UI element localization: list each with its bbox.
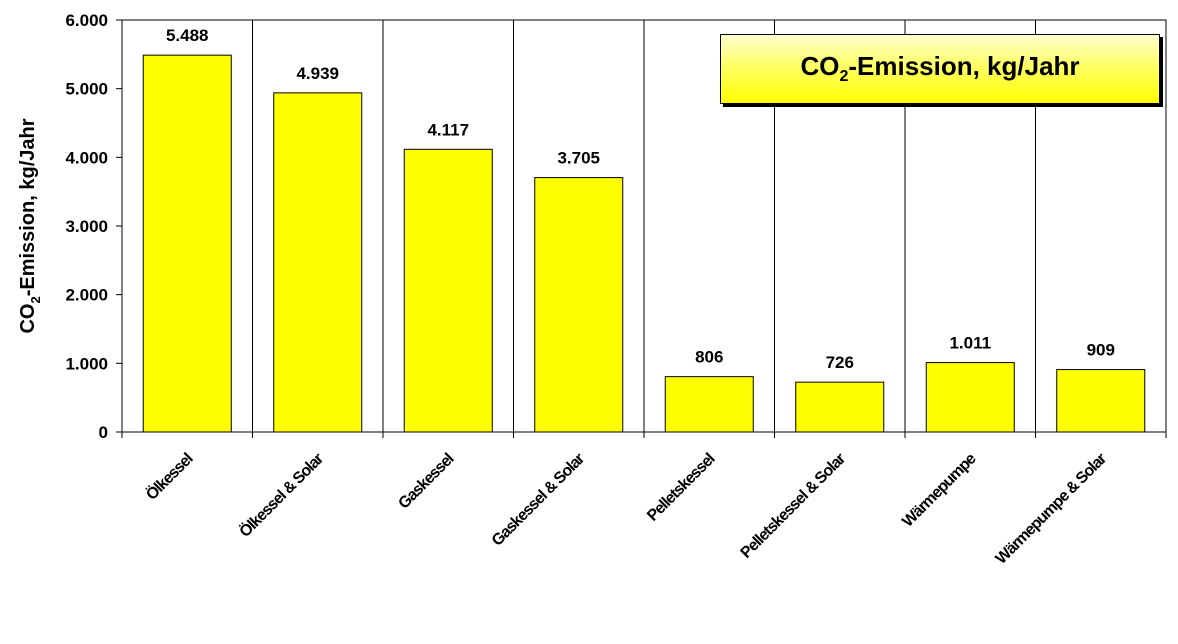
chart-title-box: CO2-Emission, kg/Jahr (720, 34, 1160, 104)
x-tick-label: Gaskessel & Solar (489, 450, 588, 549)
value-label: 726 (826, 353, 854, 372)
value-label: 909 (1087, 341, 1115, 360)
bar (795, 381, 885, 433)
value-label: 3.705 (557, 149, 600, 168)
bar (1056, 369, 1146, 433)
y-tick-label: 0 (99, 423, 108, 442)
y-tick-label: 5.000 (65, 80, 108, 99)
value-label: 1.011 (949, 334, 991, 353)
bar (403, 148, 493, 433)
x-tick-label: Wärmepumpe (899, 450, 980, 531)
value-label: 806 (695, 348, 723, 367)
value-label: 4.939 (296, 64, 339, 83)
y-tick-label: 2.000 (65, 286, 108, 305)
y-tick-label: 6.000 (65, 11, 108, 30)
bar (664, 376, 754, 433)
x-tick-label: Gaskessel (395, 450, 457, 512)
bars (142, 54, 1146, 433)
value-label: 5.488 (166, 26, 209, 45)
chart-title: CO2-Emission, kg/Jahr (800, 51, 1080, 86)
x-tick-label: Pelletskessel & Solar (738, 450, 850, 562)
y-tick-label: 1.000 (65, 354, 108, 373)
bar (925, 362, 1015, 433)
x-tick-label: Ölkessel (142, 449, 197, 504)
y-tick-label: 3.000 (65, 217, 108, 236)
y-tick-label: 4.000 (65, 148, 108, 167)
y-axis: 0 1.000 2.000 3.000 4.000 5.000 6.000 (65, 11, 123, 442)
y-axis-title: CO2-Emission, kg/Jahr (17, 118, 43, 333)
value-label: 4.117 (427, 120, 469, 139)
x-tick-label: Ölkessel & Solar (235, 449, 327, 541)
x-axis: Ölkessel Ölkessel & Solar Gaskessel Gaskess… (121, 431, 1167, 568)
value-labels: 5.488 4.939 4.117 3.705 806 726 1.011 909 (166, 26, 1115, 372)
x-tick-label: Pelletskessel (644, 450, 718, 524)
x-tick-label: Wärmepumpe & Solar (993, 450, 1110, 567)
bar (142, 54, 232, 433)
bar (534, 177, 624, 433)
bar (273, 92, 363, 433)
